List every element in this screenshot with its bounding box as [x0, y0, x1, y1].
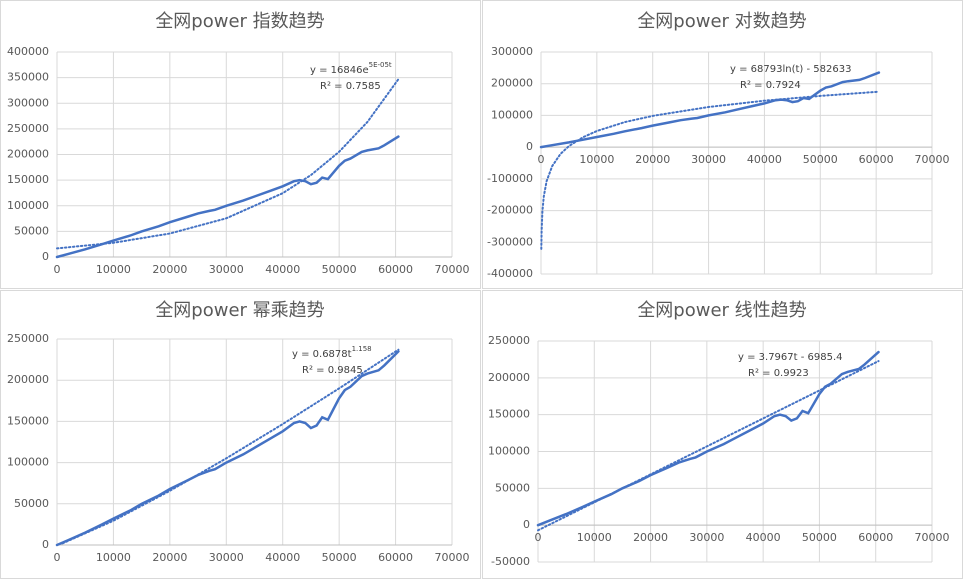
x-tick-label: 40000	[265, 551, 300, 564]
x-tick-label: 20000	[635, 153, 670, 166]
x-tick-label: 70000	[915, 153, 950, 166]
y-tick-label: 50000	[495, 481, 530, 494]
trend-equation: y = 0.6878t1.158	[292, 345, 372, 360]
x-tick-label: 20000	[633, 531, 668, 544]
y-tick-label: 0	[523, 518, 530, 531]
y-tick-label: 50000	[14, 224, 49, 237]
x-tick-label: 60000	[858, 531, 893, 544]
trend-equation: y = 68793ln(t) - 582633	[730, 64, 851, 75]
data-line	[539, 71, 881, 149]
chart-title: 全网power 指数趋势	[155, 11, 324, 32]
y-tick-label: 350000	[7, 71, 49, 84]
y-tick-label: 300000	[491, 45, 533, 58]
r-squared: R² = 0.7924	[740, 80, 801, 91]
y-tick-label: 300000	[7, 96, 49, 109]
x-tick-label: 10000	[96, 551, 131, 564]
y-tick-label: -50000	[491, 555, 530, 568]
y-tick-label: 200000	[7, 148, 49, 161]
y-tick-label: -200000	[487, 204, 533, 217]
equation-exponent: 5E-05t	[369, 61, 392, 69]
y-tick-label: 100000	[488, 445, 530, 458]
x-tick-label: 0	[54, 551, 61, 564]
x-tick-label: 40000	[747, 153, 782, 166]
x-tick-label: 40000	[265, 263, 300, 276]
y-tick-label: 200000	[491, 77, 533, 90]
equation-text: y = 3.7967t - 6985.4	[738, 352, 843, 363]
y-tick-label: 400000	[7, 45, 49, 58]
x-tick-label: 50000	[803, 153, 838, 166]
r-squared: R² = 0.9845	[302, 365, 363, 376]
x-tick-label: 30000	[209, 551, 244, 564]
x-tick-label: 0	[54, 263, 61, 276]
y-tick-label: -400000	[487, 267, 533, 280]
trend-equation: y = 3.7967t - 6985.4	[738, 352, 843, 363]
x-tick-label: 10000	[579, 153, 614, 166]
trendline	[61, 348, 400, 545]
equation-text: y = 16846e	[310, 65, 369, 76]
y-tick-label: 100000	[7, 199, 49, 212]
y-tick-label: 200000	[488, 371, 530, 384]
y-tick-label: 0	[526, 140, 533, 153]
x-tick-label: 30000	[689, 531, 724, 544]
x-tick-label: 20000	[152, 551, 187, 564]
y-tick-label: 0	[42, 250, 49, 263]
x-tick-label: 50000	[802, 531, 837, 544]
data-line	[55, 350, 400, 547]
y-tick-label: 50000	[14, 497, 49, 510]
y-tick-label: 250000	[7, 332, 49, 345]
panel-border	[0, 290, 481, 579]
x-tick-label: 60000	[378, 551, 413, 564]
equation-text: y = 0.6878t	[292, 349, 352, 360]
x-tick-label: 40000	[746, 531, 781, 544]
y-tick-label: 250000	[488, 334, 530, 347]
y-tick-label: 150000	[7, 414, 49, 427]
x-tick-label: 0	[535, 531, 542, 544]
equation-exponent: 1.158	[352, 345, 372, 353]
x-tick-label: 0	[538, 153, 545, 166]
chart-panel: 全网power 对数趋势 -400000 -300000 -200000 -100000…	[482, 0, 963, 289]
x-tick-label: 70000	[915, 531, 950, 544]
trendline	[56, 78, 400, 250]
chart-title: 全网power 线性趋势	[637, 300, 806, 321]
chart-panel: 全网power 幂乘趋势0500001000001500002000002500…	[0, 290, 481, 579]
x-tick-label: 30000	[209, 263, 244, 276]
y-tick-label: 100000	[491, 108, 533, 121]
x-tick-label: 70000	[435, 263, 470, 276]
panel-border	[0, 0, 481, 289]
x-tick-label: 50000	[322, 263, 357, 276]
data-line	[55, 135, 400, 259]
x-tick-label: 60000	[859, 153, 894, 166]
y-tick-label: 150000	[7, 173, 49, 186]
trend-equation: y = 16846e5E-05t	[310, 61, 392, 76]
y-tick-label: -300000	[487, 235, 533, 248]
trendline	[540, 90, 880, 250]
r-squared: R² = 0.7585	[320, 81, 381, 92]
y-tick-label: -100000	[487, 172, 533, 185]
y-tick-label: 200000	[7, 373, 49, 386]
y-tick-label: 150000	[488, 408, 530, 421]
chart-panel: 全网power 指数趋势0500001000001500002000002500…	[0, 0, 481, 289]
x-tick-label: 10000	[96, 263, 131, 276]
trendline	[537, 360, 880, 532]
r-squared: R² = 0.9923	[748, 368, 809, 379]
chart-title: 全网power 幂乘趋势	[155, 300, 324, 321]
equation-text: y = 68793ln(t) - 582633	[730, 64, 851, 75]
x-tick-label: 60000	[378, 263, 413, 276]
chart-panel: 全网power 线性趋势-500000500001000001500002000…	[482, 290, 963, 579]
y-tick-label: 0	[42, 538, 49, 551]
y-tick-label: 100000	[7, 456, 49, 469]
y-tick-label: 250000	[7, 122, 49, 135]
x-tick-label: 10000	[577, 531, 612, 544]
x-tick-label: 30000	[691, 153, 726, 166]
panel-border	[482, 290, 963, 579]
x-tick-label: 50000	[322, 551, 357, 564]
x-tick-label: 20000	[152, 263, 187, 276]
chart-title: 全网power 对数趋势	[637, 11, 806, 32]
x-tick-label: 70000	[435, 551, 470, 564]
